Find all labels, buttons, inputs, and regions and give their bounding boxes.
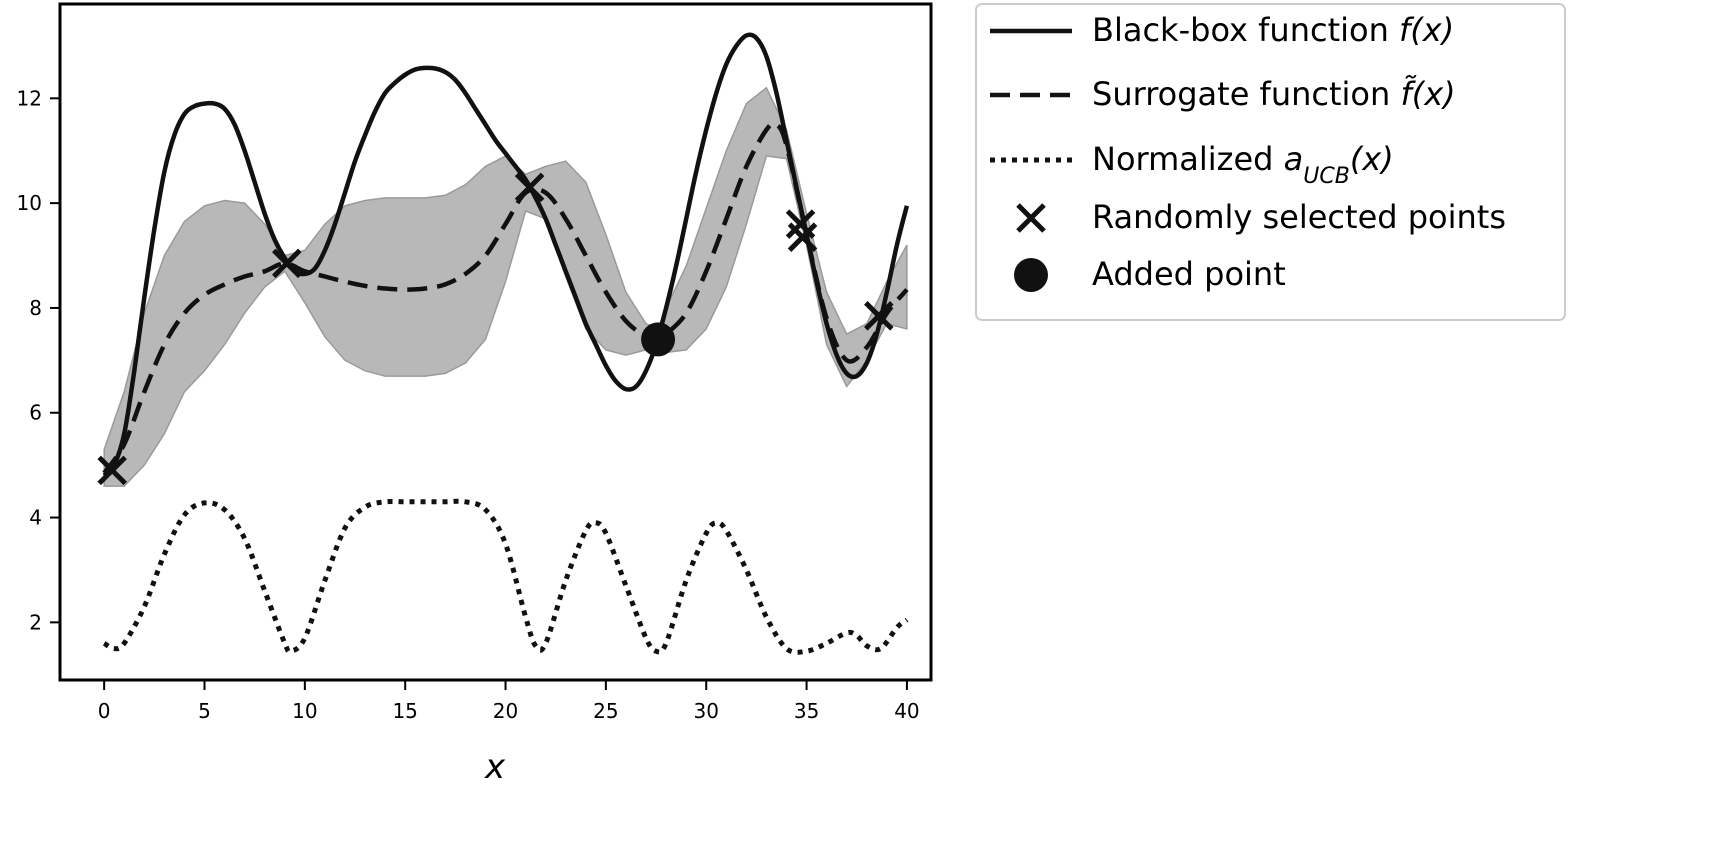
plot-area: [97, 32, 910, 655]
legend: Black-box function f(x) Surrogate functio…: [975, 3, 1566, 321]
markers-layer: [97, 172, 894, 486]
random-point-marker: [787, 222, 818, 252]
added-point-marker: [641, 322, 676, 357]
random-point-marker: [97, 455, 127, 486]
x-tick-label: 40: [894, 699, 919, 723]
random-point-marker: [864, 301, 894, 331]
legend-label-surrogate: Surrogate function f̃(x): [1092, 75, 1456, 113]
legend-label-added: Added point: [1092, 255, 1286, 293]
x-tick-label: 20: [493, 699, 518, 723]
x-tick-label: 35: [794, 699, 819, 723]
x-tick-label: 25: [593, 699, 618, 723]
blackbox-function-line: [102, 32, 910, 478]
legend-label-random: Randomly selected points: [1092, 198, 1506, 236]
x-tick-label: 15: [392, 699, 417, 723]
x-tick-label: 0: [98, 699, 111, 723]
x-tick-label: 5: [198, 699, 211, 723]
x-axis: 0 5 10 15 20 25 30 35 40: [98, 680, 920, 723]
legend-box: [975, 3, 1566, 321]
x-tick-label: 30: [693, 699, 718, 723]
confidence-band: [103, 86, 908, 487]
y-tick-label: 10: [17, 191, 42, 215]
y-tick-label: 4: [29, 506, 42, 530]
random-point-marker: [272, 248, 302, 279]
random-point-marker: [514, 172, 545, 203]
ucb-acquisition-line: [102, 498, 909, 655]
plot-frame: [58, 2, 933, 682]
legend-label-blackbox: Black-box function f(x): [1092, 11, 1454, 49]
y-tick-label: 2: [29, 610, 42, 634]
x-axis-label: x: [484, 747, 506, 787]
y-axis: 2 4 6 8 10 12: [17, 86, 60, 634]
legend-random-swatch: [1016, 203, 1046, 233]
y-tick-label: 12: [17, 86, 42, 110]
legend-added-swatch: [1014, 258, 1048, 292]
y-tick-label: 6: [29, 401, 42, 425]
x-tick-label: 10: [292, 699, 317, 723]
y-tick-label: 8: [29, 296, 42, 320]
legend-label-ucb: Normalized aUCB(x): [1092, 140, 1394, 189]
confidence-band-layer: [103, 86, 908, 487]
